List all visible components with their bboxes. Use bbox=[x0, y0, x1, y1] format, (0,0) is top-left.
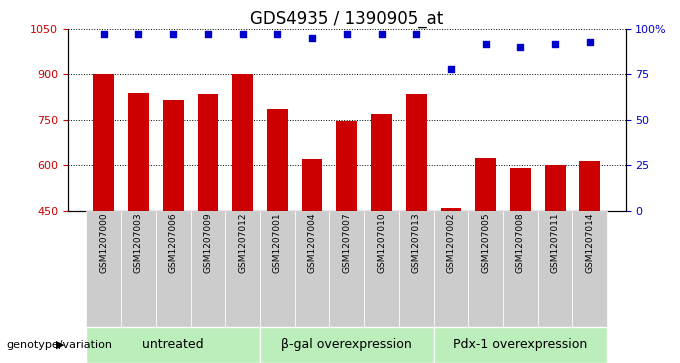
Point bbox=[584, 39, 595, 45]
Point bbox=[133, 32, 144, 37]
Bar bbox=[545, 165, 566, 211]
Text: GSM1207010: GSM1207010 bbox=[377, 212, 386, 273]
Text: GSM1207005: GSM1207005 bbox=[481, 212, 490, 273]
Bar bbox=[302, 159, 322, 211]
Point bbox=[480, 41, 491, 46]
Bar bbox=[441, 208, 461, 211]
Text: GSM1207000: GSM1207000 bbox=[99, 212, 108, 273]
Text: untreated: untreated bbox=[142, 338, 204, 351]
Point bbox=[341, 32, 352, 37]
Point bbox=[99, 32, 109, 37]
Bar bbox=[267, 109, 288, 211]
Point bbox=[445, 66, 456, 72]
Text: GSM1207013: GSM1207013 bbox=[411, 212, 421, 273]
Text: genotype/variation: genotype/variation bbox=[7, 340, 113, 350]
Bar bbox=[163, 100, 184, 211]
Text: β-gal overexpression: β-gal overexpression bbox=[282, 338, 412, 351]
Bar bbox=[579, 160, 600, 211]
Text: GSM1207004: GSM1207004 bbox=[307, 212, 317, 273]
Bar bbox=[406, 94, 426, 211]
Bar bbox=[128, 93, 149, 211]
Bar bbox=[93, 74, 114, 211]
Bar bbox=[233, 74, 253, 211]
Text: GSM1207007: GSM1207007 bbox=[342, 212, 352, 273]
Text: Pdx-1 overexpression: Pdx-1 overexpression bbox=[454, 338, 588, 351]
Point bbox=[549, 41, 560, 46]
Point bbox=[376, 32, 387, 37]
Text: ▶: ▶ bbox=[56, 340, 65, 350]
Bar bbox=[475, 158, 496, 211]
Point bbox=[203, 32, 214, 37]
Bar bbox=[337, 121, 357, 211]
Text: GSM1207008: GSM1207008 bbox=[516, 212, 525, 273]
Text: GSM1207014: GSM1207014 bbox=[585, 212, 594, 273]
Text: GSM1207009: GSM1207009 bbox=[203, 212, 212, 273]
Bar bbox=[197, 94, 218, 211]
Point bbox=[168, 32, 179, 37]
Text: GSM1207003: GSM1207003 bbox=[134, 212, 143, 273]
Point bbox=[237, 32, 248, 37]
Point bbox=[272, 32, 283, 37]
Bar bbox=[510, 168, 531, 211]
Point bbox=[515, 44, 526, 50]
Point bbox=[307, 35, 318, 41]
Text: GSM1207006: GSM1207006 bbox=[169, 212, 177, 273]
Point bbox=[411, 32, 422, 37]
Text: GSM1207001: GSM1207001 bbox=[273, 212, 282, 273]
Bar bbox=[371, 114, 392, 211]
Text: GSM1207002: GSM1207002 bbox=[447, 212, 456, 273]
Text: GSM1207011: GSM1207011 bbox=[551, 212, 560, 273]
Text: GSM1207012: GSM1207012 bbox=[238, 212, 247, 273]
Title: GDS4935 / 1390905_at: GDS4935 / 1390905_at bbox=[250, 10, 443, 28]
